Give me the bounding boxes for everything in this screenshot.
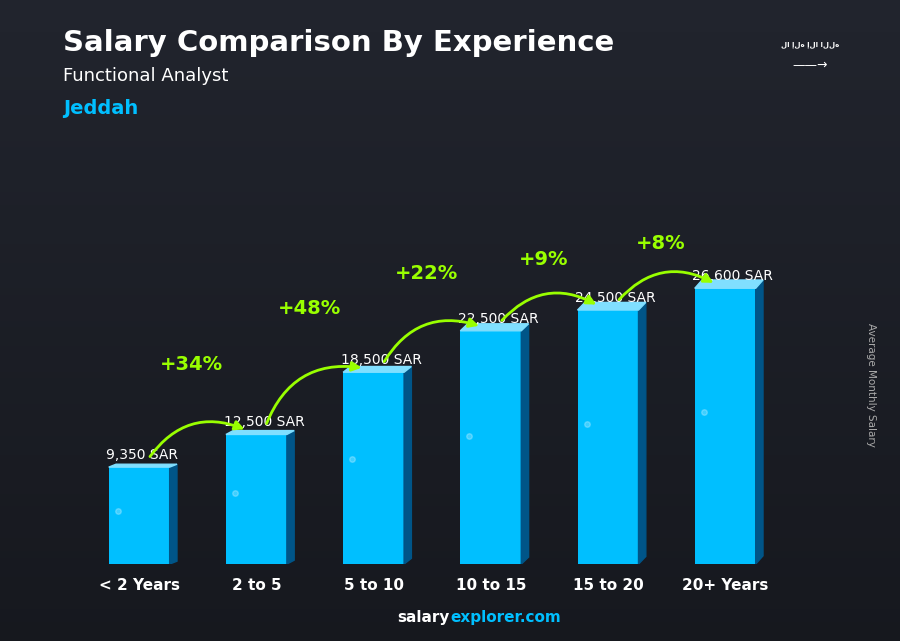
Polygon shape: [638, 303, 646, 564]
Bar: [695, 288, 756, 564]
Text: 9,350 SAR: 9,350 SAR: [106, 448, 178, 462]
Text: 26,600 SAR: 26,600 SAR: [692, 269, 773, 283]
FancyArrowPatch shape: [150, 422, 242, 456]
Text: لا إله إلا الله: لا إله إلا الله: [781, 41, 839, 48]
Text: 12,500 SAR: 12,500 SAR: [223, 415, 304, 429]
Polygon shape: [170, 464, 177, 564]
Text: 24,500 SAR: 24,500 SAR: [575, 291, 656, 305]
Text: Average Monthly Salary: Average Monthly Salary: [866, 322, 877, 447]
Polygon shape: [226, 431, 294, 435]
Polygon shape: [521, 324, 528, 564]
FancyArrowPatch shape: [384, 319, 476, 362]
Polygon shape: [287, 431, 294, 564]
Bar: [226, 435, 287, 564]
Bar: [109, 467, 170, 564]
Polygon shape: [756, 280, 763, 564]
Text: Salary Comparison By Experience: Salary Comparison By Experience: [63, 29, 614, 57]
Bar: [578, 310, 638, 564]
Polygon shape: [109, 464, 177, 467]
Polygon shape: [695, 280, 763, 288]
Text: explorer.com: explorer.com: [450, 610, 561, 625]
Bar: [460, 331, 521, 564]
Text: ——→: ——→: [792, 58, 828, 71]
Text: +22%: +22%: [395, 264, 458, 283]
FancyArrowPatch shape: [502, 293, 594, 320]
Text: Jeddah: Jeddah: [63, 99, 139, 119]
Text: +34%: +34%: [160, 355, 223, 374]
Polygon shape: [460, 324, 528, 331]
Polygon shape: [343, 367, 411, 372]
Bar: [343, 372, 404, 564]
Polygon shape: [578, 303, 646, 310]
Text: +48%: +48%: [277, 299, 341, 319]
Text: Functional Analyst: Functional Analyst: [63, 67, 229, 85]
Text: +9%: +9%: [518, 249, 568, 269]
Text: salary: salary: [398, 610, 450, 625]
Text: 18,500 SAR: 18,500 SAR: [341, 353, 422, 367]
FancyArrowPatch shape: [266, 363, 358, 424]
Text: +8%: +8%: [636, 234, 686, 253]
Text: 22,500 SAR: 22,500 SAR: [458, 312, 538, 326]
Polygon shape: [404, 367, 411, 564]
FancyArrowPatch shape: [619, 272, 711, 300]
